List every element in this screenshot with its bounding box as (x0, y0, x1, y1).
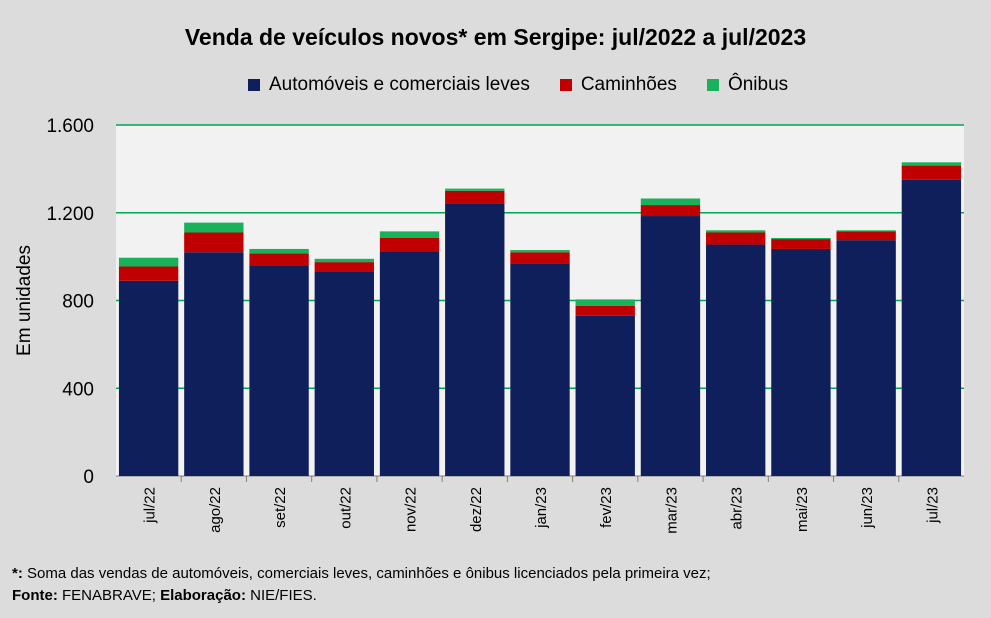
x-tick-label: jan/23 (533, 487, 550, 529)
bar-segment-onibus (379, 231, 440, 238)
bar-segment-caminhoes (510, 252, 570, 264)
legend-swatch-onibus (706, 79, 719, 91)
bar-segment-caminhoes (118, 266, 179, 281)
y-tick-label: 1.200 (46, 204, 94, 225)
bar-segment-automoveis (640, 216, 701, 476)
footnote-marker: *: (12, 565, 23, 582)
y-tick-label: 800 (62, 292, 94, 313)
bar-segment-onibus (640, 198, 701, 206)
legend-item-onibus: Ônibus (706, 74, 789, 96)
y-tick-label: 1.600 (46, 116, 94, 137)
bar-segment-caminhoes (184, 232, 244, 253)
source-label: Fonte: (12, 587, 58, 604)
bar-segment-caminhoes (836, 231, 896, 241)
bar-segment-caminhoes (575, 305, 635, 316)
legend-swatch-automoveis (248, 79, 260, 91)
x-tick-label: nov/22 (403, 487, 420, 532)
bar-segment-onibus (836, 230, 896, 232)
bar-segment-automoveis (836, 240, 896, 476)
legend-label-automoveis: Automóveis e comerciais leves (269, 74, 530, 95)
elaboration-label: Elaboração: (160, 587, 246, 604)
footnote-text: Soma das vendas de automóveis, comerciai… (22, 565, 711, 582)
bar-segment-onibus (706, 230, 766, 233)
bar-segment-automoveis (901, 179, 962, 476)
legend-item-caminhoes: Caminhões (559, 74, 677, 96)
bar-segment-automoveis (379, 251, 440, 476)
bar-segment-automoveis (118, 280, 179, 476)
bar-segment-onibus (445, 188, 505, 191)
x-tick-label: mar/23 (663, 487, 680, 534)
bar-segment-caminhoes (249, 253, 309, 266)
legend-swatch-caminhoes (559, 79, 572, 91)
x-tick-label: ago/22 (207, 487, 224, 533)
bar-segment-automoveis (184, 252, 244, 476)
x-tick-label: jul/22 (142, 487, 159, 524)
x-tick-label: set/22 (272, 487, 289, 528)
y-axis-label: Em unidades (14, 245, 35, 356)
footnote-line: *: Soma das vendas de automóveis, comerc… (12, 563, 711, 585)
x-tick-label: dez/22 (468, 487, 485, 532)
bar-segment-caminhoes (640, 205, 701, 217)
bar-segment-onibus (118, 257, 179, 267)
bar-segment-onibus (901, 162, 962, 166)
bar-segment-onibus (314, 258, 374, 263)
legend: Automóveis e comerciais leves Caminhões … (248, 74, 818, 96)
bar-segment-caminhoes (706, 232, 766, 245)
bar-segment-automoveis (706, 244, 766, 476)
source-text: FENABRAVE; (57, 587, 156, 604)
x-tick-label: fev/23 (598, 487, 615, 528)
bar-segment-onibus (575, 299, 635, 306)
bar-segment-automoveis (771, 248, 831, 476)
y-tick-label: 400 (62, 379, 94, 400)
legend-label-caminhoes: Caminhões (580, 74, 677, 95)
elaboration-text: NIE/FIES. (245, 587, 317, 604)
legend-item-automoveis: Automóveis e comerciais leves (248, 74, 530, 96)
bar-segment-caminhoes (314, 262, 374, 272)
x-tick-label: jul/23 (924, 487, 941, 524)
x-tick-label: mai/23 (794, 487, 811, 532)
bar-segment-automoveis (249, 265, 309, 476)
bar-segment-onibus (249, 248, 309, 254)
bar-segment-automoveis (445, 203, 505, 476)
x-tick-label: abr/23 (729, 487, 746, 530)
footnotes: *: Soma das vendas de automóveis, comerc… (12, 563, 711, 607)
bar-segment-automoveis (314, 271, 374, 476)
source-line: Fonte: FENABRAVE; Elaboração: NIE/FIES. (12, 585, 711, 607)
bar-segment-caminhoes (379, 237, 440, 252)
legend-label-onibus: Ônibus (727, 74, 789, 95)
bar-segment-automoveis (510, 263, 570, 476)
x-tick-label: out/22 (337, 487, 354, 529)
chart-title: Venda de veículos novos* em Sergipe: jul… (184, 24, 807, 50)
bar-segment-onibus (184, 222, 244, 233)
bar-segment-caminhoes (901, 165, 962, 180)
bar-segment-automoveis (575, 315, 635, 476)
bar-segment-caminhoes (445, 190, 505, 204)
x-tick-label: jun/23 (859, 487, 876, 529)
y-tick-label: 0 (83, 467, 94, 488)
bar-segment-caminhoes (771, 239, 831, 249)
bar-segment-onibus (510, 250, 570, 253)
bar-segment-onibus (771, 237, 831, 240)
